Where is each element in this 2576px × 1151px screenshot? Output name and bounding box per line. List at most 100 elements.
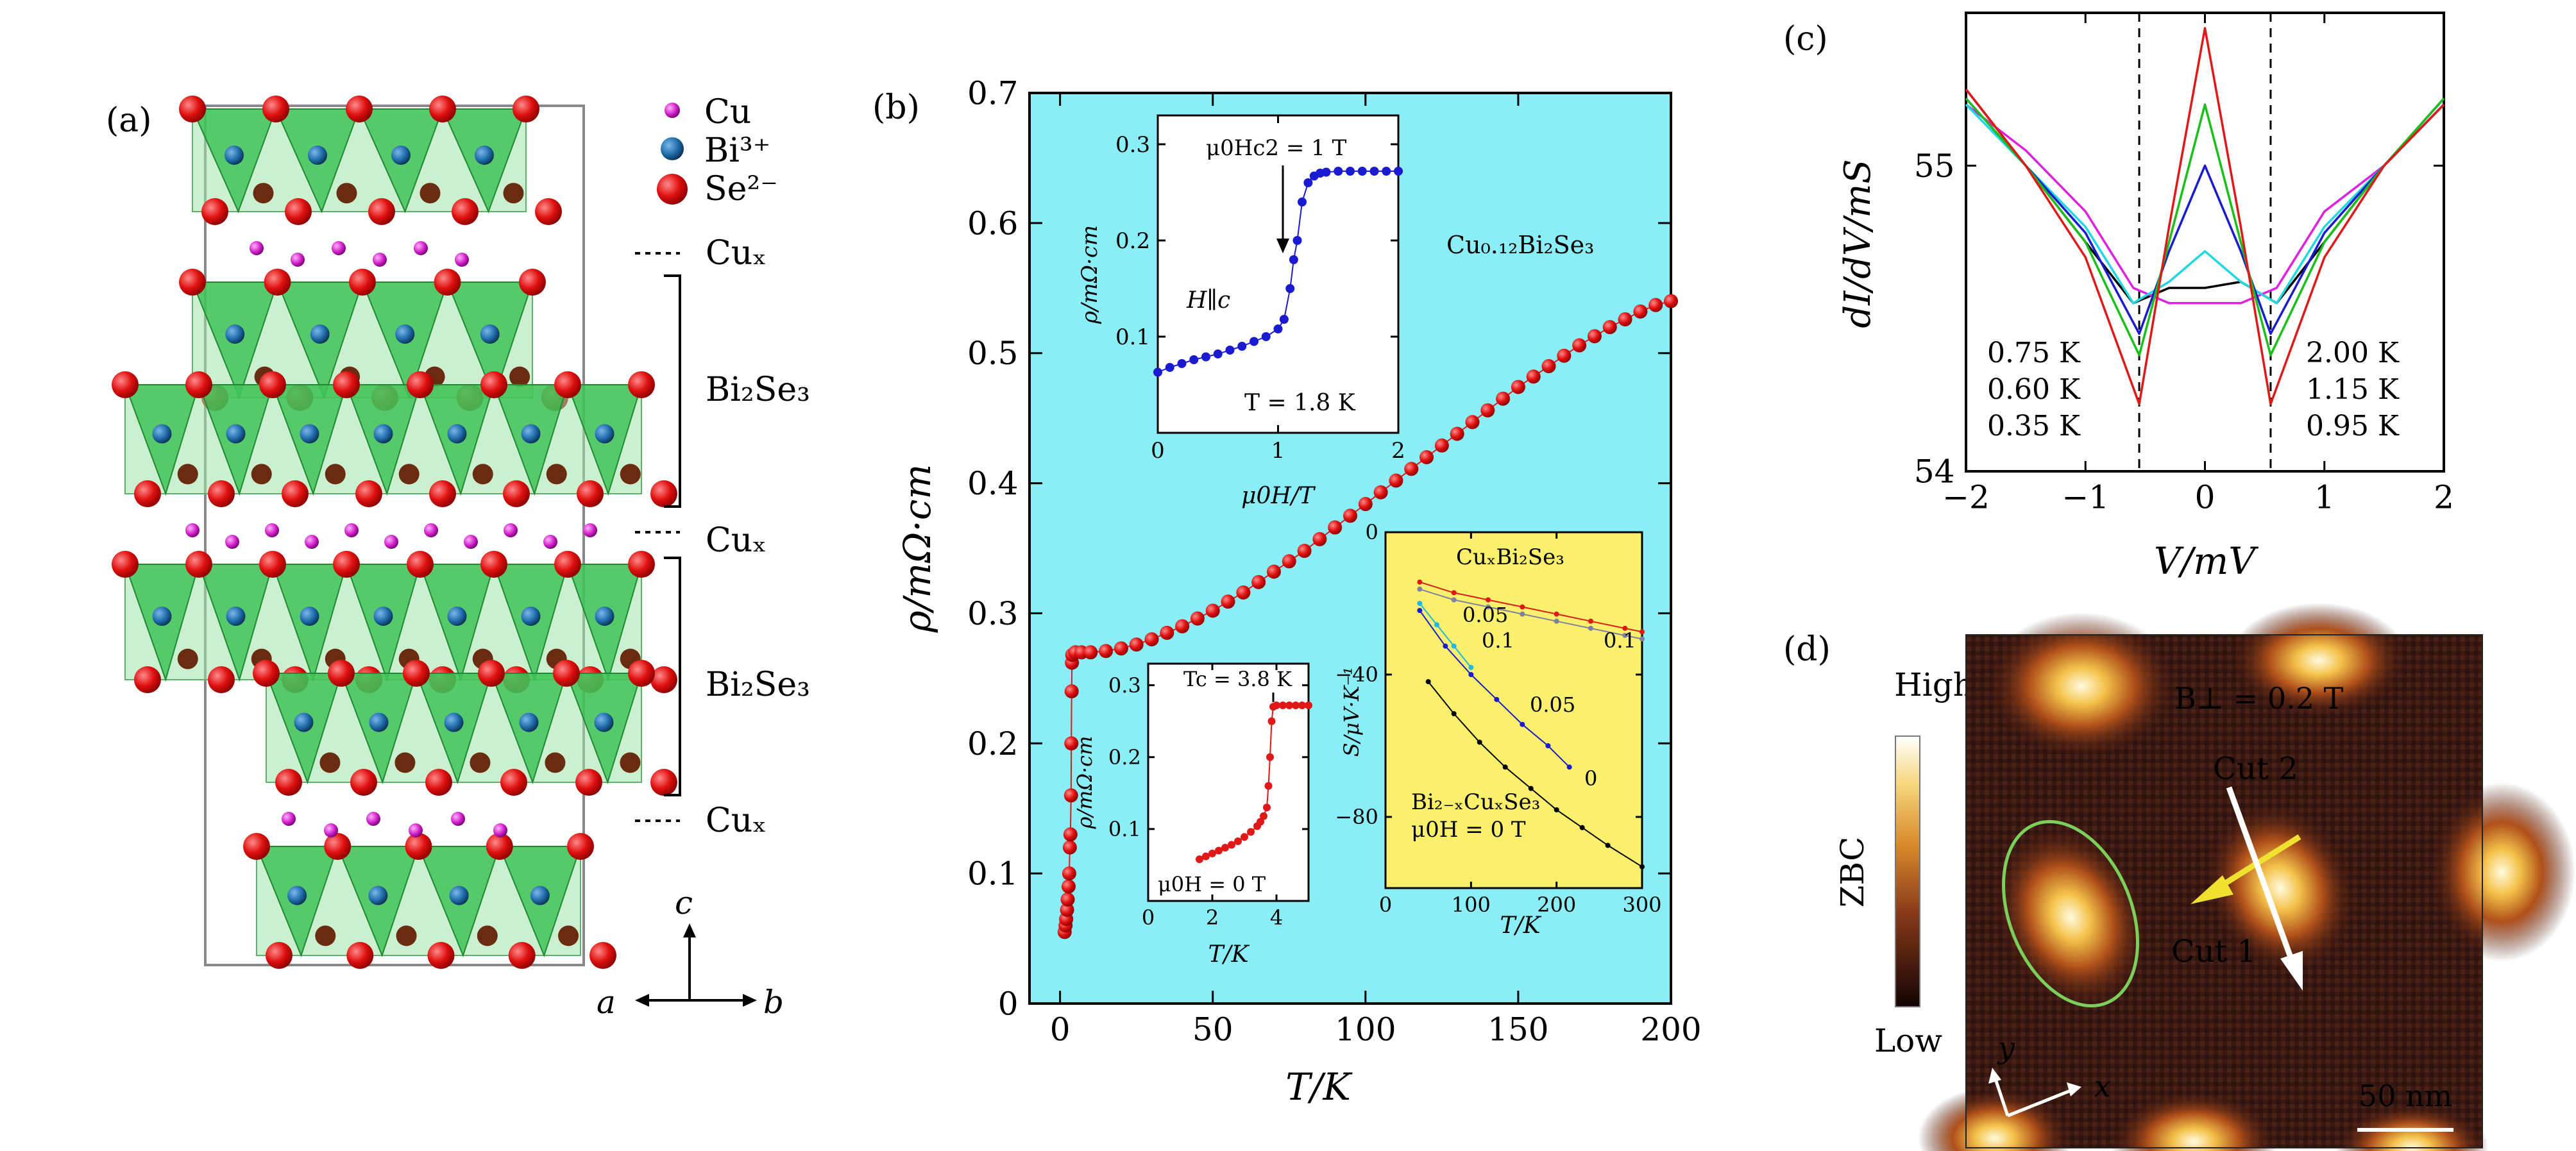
- x-tick-label: 2: [1206, 905, 1219, 930]
- y-tick-label: 0.3: [1115, 132, 1150, 158]
- layer-bracket-2: [664, 557, 681, 796]
- x-tick-label: 0: [1151, 438, 1165, 464]
- data-point: [1228, 841, 1235, 849]
- data-point: [1160, 625, 1174, 640]
- data-point: [1266, 564, 1281, 579]
- se-atom: [425, 769, 452, 796]
- se-atom: [554, 551, 581, 578]
- y-tick-label: 0.3: [967, 595, 1019, 632]
- vortex-highlight-ellipse: [2002, 819, 2139, 1008]
- se-atom-back: [477, 925, 498, 946]
- data-point: [1165, 363, 1174, 372]
- cu-atom: [305, 535, 319, 549]
- bi2se3-layers: [112, 96, 677, 969]
- data-point: [1496, 391, 1511, 406]
- inset-field-axes: 0 1 2 0.1 0.2 0.3: [1115, 115, 1405, 464]
- se-atom: [650, 769, 677, 796]
- series-line: [1419, 588, 1643, 640]
- se-atom-back: [396, 925, 417, 946]
- legend-bi: Bi³⁺: [661, 131, 770, 170]
- data-point: [1545, 743, 1551, 748]
- data-point: [1419, 450, 1434, 464]
- data-point: [1251, 575, 1266, 589]
- data-point: [1389, 473, 1403, 488]
- cu-atom: [414, 241, 428, 255]
- x-axis-label: x: [2094, 1069, 2111, 1104]
- se-atom: [575, 769, 602, 796]
- xy-axes: y x: [1988, 1030, 2111, 1118]
- data-point: [1063, 788, 1078, 803]
- data-point: [1208, 850, 1216, 857]
- data-point: [1417, 608, 1423, 614]
- scalebar-label: 50 nm: [2359, 1079, 2452, 1113]
- vortex-spot: [2110, 1090, 2277, 1151]
- x-tick-label: 300: [1622, 893, 1661, 917]
- cu-atom: [451, 812, 465, 826]
- data-point: [1394, 167, 1403, 176]
- data-point: [1234, 837, 1242, 845]
- data-point: [1648, 298, 1663, 312]
- data-point: [1520, 721, 1525, 727]
- data-point: [1417, 601, 1423, 606]
- y-tick-label: 0.2: [967, 725, 1019, 762]
- se-atom: [452, 198, 479, 225]
- data-point: [1633, 304, 1648, 319]
- bi-atom: [594, 712, 614, 732]
- se-atom: [134, 480, 161, 507]
- data-point: [1451, 643, 1457, 649]
- se-atom-back: [177, 648, 198, 669]
- se-atom-back: [336, 183, 357, 204]
- cut1-label: Cut 1: [2171, 934, 2257, 970]
- se-atom: [134, 666, 161, 693]
- se-atom-back: [546, 464, 567, 485]
- se-atom: [508, 942, 536, 969]
- se-atom-back: [253, 183, 274, 204]
- se-atom: [480, 551, 507, 578]
- se-atom-back: [394, 752, 416, 773]
- se-atom: [577, 480, 604, 507]
- y-tick-label: 0.2: [1108, 745, 1141, 769]
- layer-label-cux-2: Cuₓ: [706, 521, 767, 560]
- data-point: [1221, 594, 1235, 609]
- se-atom: [628, 551, 655, 578]
- data-point: [1579, 825, 1585, 830]
- se-atom-back: [419, 183, 441, 204]
- data-point: [1225, 346, 1235, 355]
- data-point: [1201, 352, 1210, 362]
- se-atom: [253, 660, 280, 687]
- legend-0-35k: 0.35 K: [1987, 410, 2081, 442]
- se-atom-back: [558, 925, 579, 946]
- data-point: [1177, 359, 1187, 368]
- data-point: [1297, 544, 1312, 559]
- se-atom: [429, 480, 456, 507]
- legend-1-15k: 1.15 K: [2306, 373, 2400, 406]
- data-point: [1215, 846, 1223, 855]
- tc-annotation: Tc = 3.8 K: [1183, 667, 1292, 691]
- data-point: [1305, 702, 1312, 710]
- legend-se-label: Se²⁻: [704, 170, 778, 208]
- b-axis-label: b: [763, 984, 784, 1021]
- legend-se: Se²⁻: [657, 170, 778, 208]
- data-point: [1063, 827, 1078, 842]
- se-atom: [262, 96, 289, 122]
- cut1-arrowhead: [2190, 875, 2233, 904]
- x-tick-label: 0: [1379, 893, 1392, 917]
- se-atom-back: [325, 464, 346, 485]
- se-atom: [513, 96, 539, 122]
- cu-atom: [324, 823, 338, 837]
- bi-atom: [480, 324, 500, 344]
- y-tick-label: 0.5: [967, 335, 1019, 372]
- y-tick-label: 55: [1914, 147, 1955, 185]
- conductance-curve: [1965, 103, 2445, 305]
- se-atom: [368, 198, 395, 225]
- inset-tc: 0 2 4 0.1 0.2 0.3 Tc = 3.8 K μ0H = 0 T T/K ρ/…: [1072, 662, 1312, 968]
- zbc-colorbar: [1895, 735, 1920, 1007]
- cu-atom-icon: [665, 103, 680, 118]
- vortex-spot: [2335, 1103, 2489, 1151]
- cu-atom: [543, 535, 557, 549]
- bi-atom: [226, 607, 246, 626]
- data-point: [1273, 702, 1280, 710]
- se-atom: [429, 96, 456, 122]
- se-atom: [535, 198, 562, 225]
- data-point: [1664, 294, 1678, 308]
